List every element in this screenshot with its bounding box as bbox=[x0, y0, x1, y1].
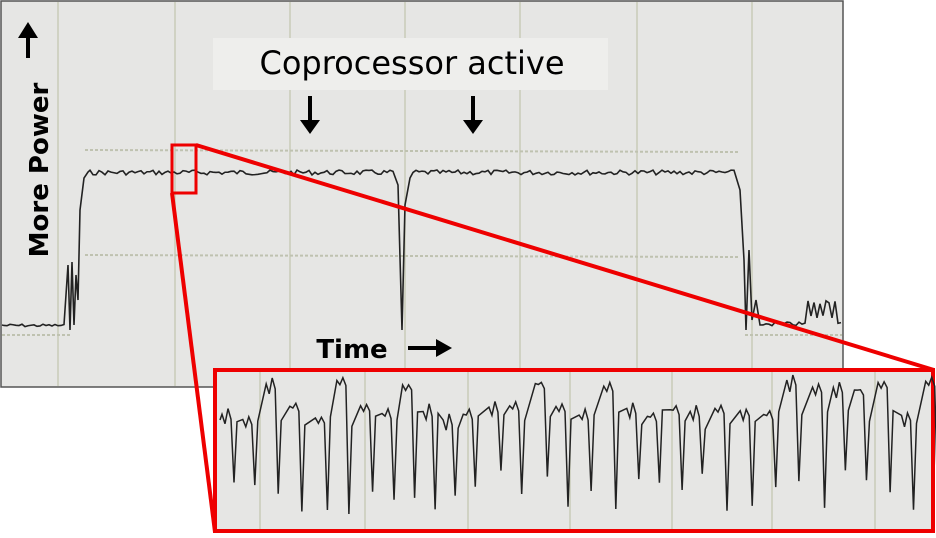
arrows bbox=[18, 22, 483, 357]
y-axis-label: More Power bbox=[25, 83, 55, 258]
annotation-bg bbox=[213, 38, 608, 90]
annotation: Coprocessor active bbox=[259, 44, 564, 82]
power-trace bbox=[1, 168, 842, 331]
zoom-callout bbox=[170, 143, 935, 533]
x-axis-label: Time bbox=[316, 335, 387, 365]
inset-trace bbox=[219, 374, 936, 515]
